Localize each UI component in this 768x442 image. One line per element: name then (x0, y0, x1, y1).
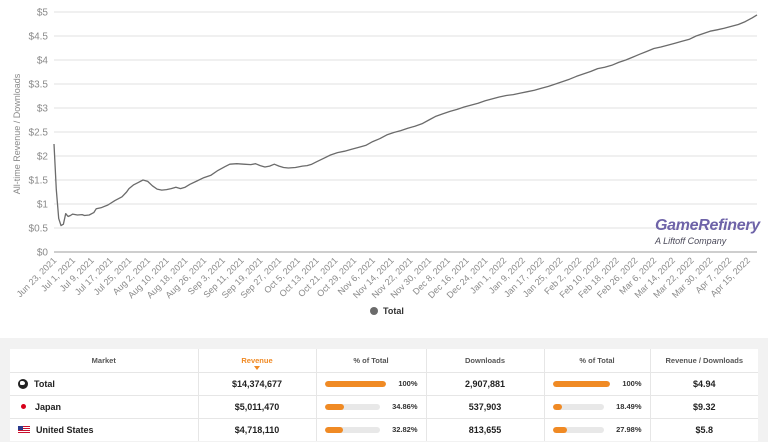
market-table-panel: Market Revenue % of Total Downloads % of… (0, 338, 768, 442)
table-header-row: Market Revenue % of Total Downloads % of… (10, 349, 758, 372)
downloads-cell: 813,655 (426, 417, 545, 441)
market-cell: Total (10, 371, 199, 395)
downloads-pct-cell: 100% (544, 371, 651, 395)
japan-flag-icon (18, 402, 29, 411)
column-header-revenue-per-download[interactable]: Revenue / Downloads (665, 355, 744, 365)
table-row[interactable]: Japan $5,011,470 34.86% 537,903 18.49% $… (10, 394, 758, 418)
series-line-total[interactable] (53, 14, 758, 227)
y-tick-label: $2.5 (29, 128, 49, 139)
revenue-pct-bar-fill (324, 380, 387, 387)
legend-label-total: Total (383, 306, 404, 316)
legend-marker-total (370, 307, 378, 315)
downloads-pct-bar (552, 403, 605, 410)
line-chart: $0 $0.5 $1 $1.5 $2 $2.5 $3 $3.5 $4 $4.5 $5 Jun 23,… (12, 8, 758, 300)
y-tick-label: $4 (37, 56, 49, 67)
column-header-downloads[interactable]: Downloads (426, 349, 545, 372)
revenue-pct-bar-fill (324, 403, 344, 410)
downloads-pct-cell: 18.49% (544, 394, 651, 418)
downloads-pct-bar-fill (552, 426, 567, 433)
market-cell: United States (10, 417, 199, 441)
downloads-pct-bar-fill (552, 380, 611, 387)
y-tick-label: $3 (37, 104, 49, 115)
revenue-per-download-cell: $9.32 (650, 394, 758, 418)
table-row[interactable]: Total $14,374,677 100% 2,907,881 100% $4… (10, 371, 758, 395)
revenue-per-download-cell: $5.8 (650, 417, 758, 441)
downloads-pct-bar (552, 426, 605, 433)
revenue-pct-cell: 32.82% (316, 417, 427, 441)
revenue-pct-bar (324, 426, 381, 433)
downloads-cell: 537,903 (426, 394, 545, 418)
chart-gridlines (54, 11, 757, 253)
column-header-revenue[interactable]: Revenue (198, 349, 317, 372)
us-flag-icon (18, 425, 30, 434)
revenue-cell: $5,011,470 (198, 394, 317, 418)
y-axis-label: All-time Revenue / Downloads (12, 73, 22, 194)
y-axis-ticks: $0 $0.5 $1 $1.5 $2 $2.5 $3 $3.5 $4 $4.5 $5 (29, 8, 49, 259)
revenue-pct-bar (324, 380, 387, 387)
downloads-cell: 2,907,881 (426, 371, 545, 395)
chart-legend[interactable]: Total (370, 306, 404, 316)
downloads-pct-cell: 27.98% (544, 417, 651, 441)
revenue-pct-bar (324, 403, 381, 410)
brand-name: GameRefinery (655, 217, 760, 234)
sort-desc-icon (254, 365, 260, 370)
brand-logo: GameRefinery A Liftoff Company (655, 217, 760, 247)
revenue-cell: $4,718,110 (198, 417, 317, 441)
downloads-pct-bar-fill (552, 403, 563, 410)
y-tick-label: $0.5 (29, 224, 49, 235)
column-header-revenue-pct[interactable]: % of Total (316, 349, 427, 372)
market-table: Market Revenue % of Total Downloads % of… (10, 349, 758, 441)
column-header-downloads-pct[interactable]: % of Total (544, 349, 651, 372)
revenue-pct-cell: 34.86% (316, 394, 427, 418)
table-row[interactable]: United States $4,718,110 32.82% 813,655 … (10, 417, 758, 441)
market-cell: Japan (10, 394, 199, 418)
y-tick-label: $1 (37, 200, 49, 211)
globe-icon (18, 378, 28, 389)
column-header-market[interactable]: Market (10, 349, 199, 372)
y-tick-label: $0 (37, 248, 49, 259)
revenue-per-download-cell: $4.94 (650, 371, 758, 395)
brand-subtitle: A Liftoff Company (655, 236, 727, 246)
y-tick-label: $2 (37, 152, 49, 163)
revenue-pct-cell: 100% (316, 371, 427, 395)
revenue-pct-bar-fill (324, 426, 343, 433)
revenue-cell: $14,374,677 (198, 371, 317, 395)
chart-series (53, 14, 758, 227)
y-tick-label: $4.5 (29, 32, 49, 43)
y-tick-label: $1.5 (29, 176, 49, 187)
downloads-pct-bar (552, 380, 611, 387)
y-tick-label: $5 (37, 8, 49, 19)
y-tick-label: $3.5 (29, 80, 49, 91)
